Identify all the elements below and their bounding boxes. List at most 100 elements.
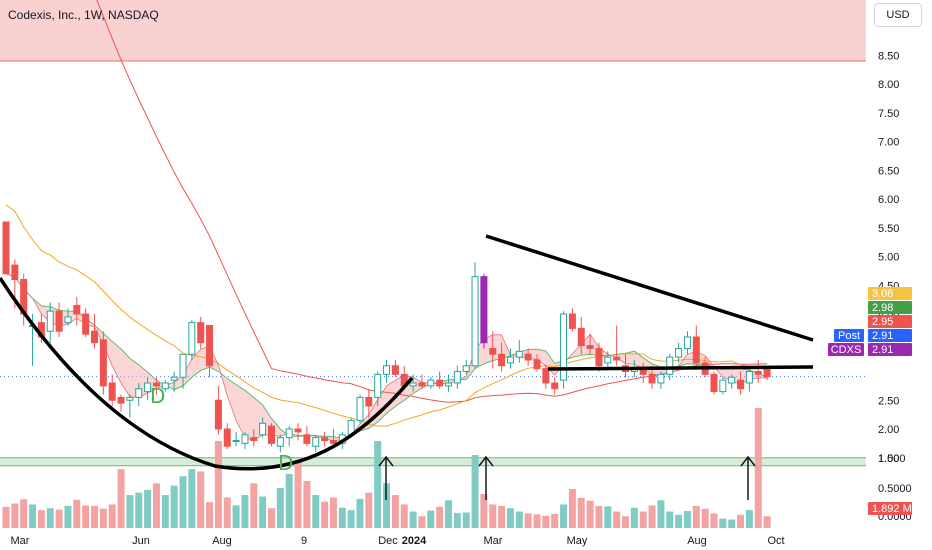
candle-body [356,396,364,421]
volume-bar [135,492,143,528]
volume-bar [294,462,302,528]
volume-bar [498,505,506,528]
volume-bar [701,508,709,528]
candle [737,371,745,395]
candle-body [206,325,214,367]
volume-bar [745,510,753,528]
candle-body [214,399,222,430]
candle [285,426,293,447]
candle-body [418,382,426,387]
price-tick-label: 1.000 [878,453,906,465]
volume-bar [276,488,284,528]
price-tag-bg [868,287,912,300]
volume-bar [418,516,426,528]
candle-body [82,313,90,335]
candle-body [144,382,152,393]
candle-body [99,339,107,387]
volume-bar [595,505,603,528]
volume-bar [117,469,125,528]
volume-bar [719,518,727,528]
candle-body [91,330,98,344]
candle-body [745,371,753,384]
volume-bar [303,480,311,528]
drawing-layer: DD [0,234,814,500]
price-tick-label: 1.50 [878,453,899,465]
candle [161,380,169,392]
candle-body [515,350,523,358]
moving-average-short [5,273,768,439]
price-tag-label-bg [834,329,864,342]
candle [170,371,178,392]
candle-body [126,396,134,401]
volume-bar [657,500,665,528]
candle-body [64,316,72,324]
price-tick-label: 8.50 [878,50,899,62]
candle [754,360,762,383]
price-tag: Post 2.91 [834,329,912,342]
volume-bar [533,514,541,528]
candle-body [276,437,284,447]
currency-button[interactable]: USD [874,3,922,27]
candle [108,374,116,406]
price-tag-value: 3.06 [872,288,893,300]
candle-body [250,437,258,441]
candle [692,325,700,366]
volume-bar [188,469,196,528]
candle-body [161,382,169,390]
candle [259,417,267,438]
volume-bar [560,504,568,528]
candle [391,360,399,378]
time-tick-label: Mar [11,535,30,547]
up-arrow [378,455,394,500]
volume-bar [692,505,700,528]
price-tick-label: 5.50 [878,223,899,235]
resistance-zone-layer [0,0,866,467]
volume-bar [754,408,762,528]
candle [179,353,187,389]
candle-body [365,396,373,407]
candle-body [374,373,382,398]
resistance-zone [0,0,866,61]
candle [462,360,470,375]
candle-body [524,353,532,361]
volume-layer [2,408,771,528]
cup-curve [0,277,414,471]
support-trendline [547,365,814,371]
candle-body [170,376,178,381]
volume-bar [223,497,231,528]
candle-body [179,353,187,378]
candle [46,302,54,343]
candle-body [241,434,249,444]
volume-bar [126,495,134,528]
candle [2,221,10,275]
price-tick-label: 2.50 [878,395,899,407]
candle-body [613,356,621,361]
candle [409,374,417,392]
candle-body [391,365,399,375]
volume-bar [586,500,594,528]
candle [135,383,143,406]
candle-body [11,264,19,280]
candle [595,342,603,372]
volume-bar [613,511,621,528]
candle [64,308,72,326]
candle [471,262,479,369]
volume-bar [604,506,612,528]
candle-body [73,304,81,315]
volume-bar [445,500,452,528]
candle [126,394,134,418]
candle-body [506,356,514,364]
volume-bar [99,508,107,528]
candle [551,377,559,395]
price-tag: 2.95 [868,315,912,328]
price-tick-label: 2.00 [878,424,899,436]
candle [568,308,576,332]
candle [745,365,753,392]
up-arrow [478,455,494,500]
volume-bar [170,485,178,528]
candle-body [223,428,231,447]
volume-bar [763,516,771,528]
volume-bar [462,512,470,528]
candle [91,314,98,349]
